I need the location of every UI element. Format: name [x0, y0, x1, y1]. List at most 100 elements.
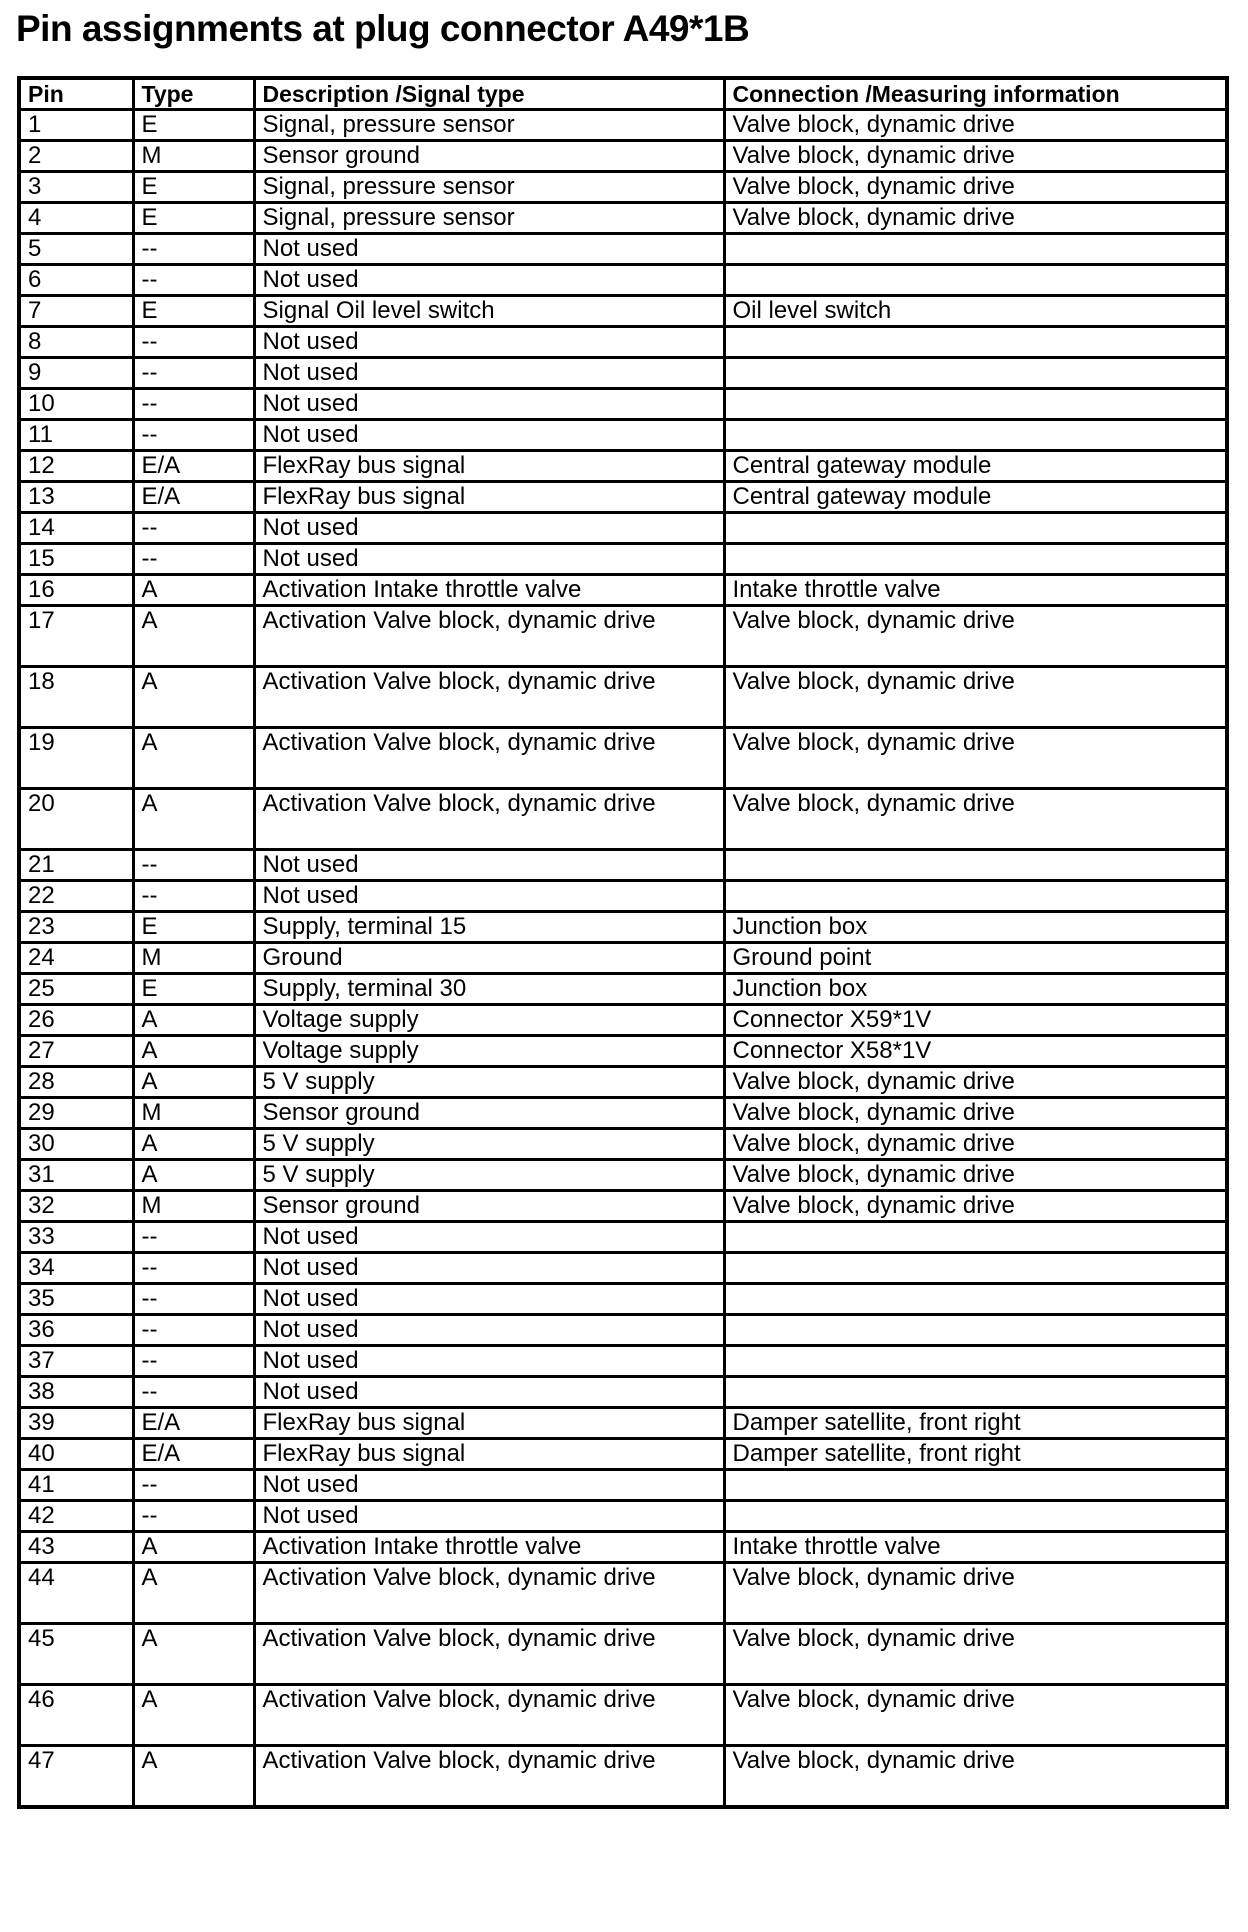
table-header-row: Pin Type Description /Signal type Connec…	[17, 76, 1229, 111]
table-row: 12 E/A FlexRay bus signal Central gateway m…	[17, 449, 1229, 483]
pin-cell: 28	[17, 1065, 135, 1099]
pin-cell: 45	[17, 1622, 135, 1686]
connection-cell	[722, 1313, 1229, 1347]
description-cell: Not used	[252, 1251, 726, 1285]
pin-cell: 25	[17, 972, 135, 1006]
description-cell: Voltage supply	[252, 1003, 726, 1037]
connection-cell: Valve block, dynamic drive	[722, 1158, 1229, 1192]
connection-cell: Valve block, dynamic drive	[722, 108, 1229, 142]
pin-cell: 34	[17, 1251, 135, 1285]
type-cell: --	[131, 387, 256, 421]
table-row: 39 E/A FlexRay bus signal Damper satellite,…	[17, 1406, 1229, 1440]
table-row: 27 A Voltage supply Connector X58*1V	[17, 1034, 1229, 1068]
type-cell: M	[131, 941, 256, 975]
description-cell: Not used	[252, 1499, 726, 1533]
connection-cell: Connector X58*1V	[722, 1034, 1229, 1068]
description-cell: 5 V supply	[252, 1127, 726, 1161]
pin-cell: 17	[17, 604, 135, 668]
description-cell: Not used	[252, 879, 726, 913]
description-cell: Activation Valve block, dynamic drive	[252, 665, 726, 729]
connection-cell: Connector X59*1V	[722, 1003, 1229, 1037]
connection-cell: Valve block, dynamic drive	[722, 201, 1229, 235]
table-row: 44 A Activation Valve block, dynamic drive…	[17, 1561, 1229, 1625]
table-row: 3 E Signal, pressure sensor Valve block, dy…	[17, 170, 1229, 204]
description-cell: Not used	[252, 263, 726, 297]
type-cell: A	[131, 726, 256, 790]
table-row: 19 A Activation Valve block, dynamic drive…	[17, 726, 1229, 790]
connection-cell	[722, 542, 1229, 576]
description-cell: Not used	[252, 356, 726, 390]
connection-cell: Valve block, dynamic drive	[722, 170, 1229, 204]
table-row: 30 A 5 V supply Valve block, dynamic drive	[17, 1127, 1229, 1161]
type-cell: A	[131, 787, 256, 851]
type-cell: E/A	[131, 449, 256, 483]
description-cell: Not used	[252, 325, 726, 359]
connection-cell	[722, 418, 1229, 452]
table-row: 32 M Sensor ground Valve block, dynamic dri…	[17, 1189, 1229, 1223]
type-cell: E	[131, 972, 256, 1006]
type-cell: A	[131, 1127, 256, 1161]
pin-cell: 14	[17, 511, 135, 545]
connection-cell	[722, 356, 1229, 390]
connection-cell: Valve block, dynamic drive	[722, 1096, 1229, 1130]
description-cell: Activation Valve block, dynamic drive	[252, 726, 726, 790]
table-row: 24 M Ground Ground point	[17, 941, 1229, 975]
table-row: 7 E Signal Oil level switch Oil level switc…	[17, 294, 1229, 328]
connection-cell: Valve block, dynamic drive	[722, 139, 1229, 173]
pin-cell: 43	[17, 1530, 135, 1564]
description-cell: Not used	[252, 1344, 726, 1378]
table-row: 45 A Activation Valve block, dynamic drive…	[17, 1622, 1229, 1686]
table-row: 23 E Supply, terminal 15 Junction box	[17, 910, 1229, 944]
pin-cell: 16	[17, 573, 135, 607]
page-title: Pin assignments at plug connector A49*1B	[16, 8, 750, 49]
pin-cell: 9	[17, 356, 135, 390]
column-header-connection: Connection /Measuring information	[722, 76, 1229, 111]
description-cell: Not used	[252, 232, 726, 266]
type-cell: --	[131, 263, 256, 297]
type-cell: A	[131, 1561, 256, 1625]
pin-cell: 46	[17, 1683, 135, 1747]
type-cell: --	[131, 848, 256, 882]
type-cell: --	[131, 356, 256, 390]
connection-cell: Ground point	[722, 941, 1229, 975]
description-cell: 5 V supply	[252, 1065, 726, 1099]
pin-cell: 13	[17, 480, 135, 514]
type-cell: E/A	[131, 1406, 256, 1440]
connection-cell	[722, 232, 1229, 266]
connection-cell: Valve block, dynamic drive	[722, 726, 1229, 790]
connection-cell	[722, 263, 1229, 297]
connection-cell	[722, 1282, 1229, 1316]
pin-cell: 35	[17, 1282, 135, 1316]
connection-cell: Central gateway module	[722, 449, 1229, 483]
description-cell: Not used	[252, 1220, 726, 1254]
connection-cell: Valve block, dynamic drive	[722, 1744, 1229, 1809]
table-row: 33 -- Not used	[17, 1220, 1229, 1254]
type-cell: E	[131, 294, 256, 328]
type-cell: A	[131, 1744, 256, 1809]
description-cell: Activation Valve block, dynamic drive	[252, 1561, 726, 1625]
type-cell: A	[131, 1530, 256, 1564]
pin-cell: 6	[17, 263, 135, 297]
column-header-type: Type	[131, 76, 256, 111]
type-cell: A	[131, 1003, 256, 1037]
table-row: 40 E/A FlexRay bus signal Damper satellite,…	[17, 1437, 1229, 1471]
type-cell: A	[131, 1683, 256, 1747]
type-cell: A	[131, 1034, 256, 1068]
connection-cell: Valve block, dynamic drive	[722, 1127, 1229, 1161]
table-row: 11 -- Not used	[17, 418, 1229, 452]
table-row: 6 -- Not used	[17, 263, 1229, 297]
pin-cell: 5	[17, 232, 135, 266]
type-cell: --	[131, 1282, 256, 1316]
table-row: 36 -- Not used	[17, 1313, 1229, 1347]
table-row: 26 A Voltage supply Connector X59*1V	[17, 1003, 1229, 1037]
pin-cell: 41	[17, 1468, 135, 1502]
description-cell: Not used	[252, 848, 726, 882]
description-cell: Sensor ground	[252, 1096, 726, 1130]
pin-cell: 22	[17, 879, 135, 913]
description-cell: Ground	[252, 941, 726, 975]
connection-cell: Valve block, dynamic drive	[722, 787, 1229, 851]
pin-cell: 23	[17, 910, 135, 944]
table-row: 14 -- Not used	[17, 511, 1229, 545]
pin-cell: 7	[17, 294, 135, 328]
description-cell: Activation Valve block, dynamic drive	[252, 1622, 726, 1686]
